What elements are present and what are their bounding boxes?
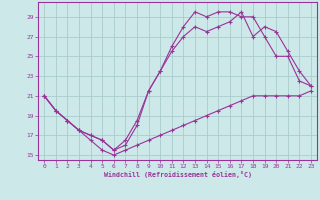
X-axis label: Windchill (Refroidissement éolien,°C): Windchill (Refroidissement éolien,°C) [104,171,252,178]
